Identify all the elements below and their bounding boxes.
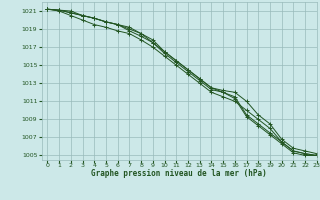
X-axis label: Graphe pression niveau de la mer (hPa): Graphe pression niveau de la mer (hPa)	[91, 169, 267, 178]
